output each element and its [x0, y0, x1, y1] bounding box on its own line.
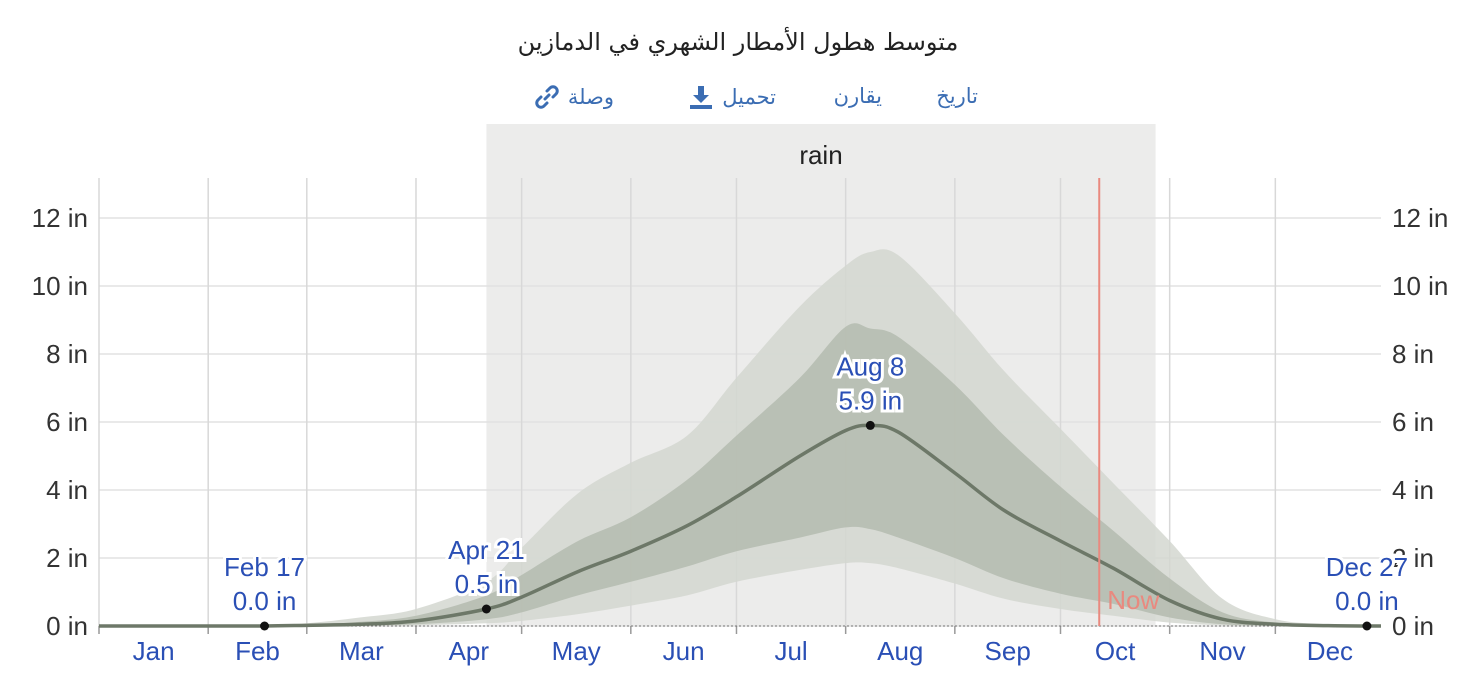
- history-link-label: تاريخ: [936, 84, 978, 108]
- compare-link[interactable]: يقارن: [834, 84, 882, 108]
- chart-title: متوسط هطول الأمطار الشهري في الدمازين: [517, 28, 959, 56]
- annotation-value: 5.9 in: [839, 385, 903, 415]
- annotations: Feb 17 0.0 in Apr 21 0.5 in Aug 8 5.9 in Dec 2…: [221, 348, 1411, 631]
- y-tick-label-right: 0 in: [1392, 611, 1434, 641]
- month-label: Apr: [449, 636, 490, 666]
- annotation-value: 0.0 in: [1335, 586, 1399, 616]
- y-tick-label-left: 6 in: [46, 407, 88, 437]
- y-tick-label-left: 4 in: [46, 475, 88, 505]
- annotation-date: Apr 21: [448, 535, 525, 565]
- annotation-point: [1362, 621, 1372, 631]
- band-25-75: [99, 323, 1381, 627]
- month-label: Sep: [985, 636, 1031, 666]
- share-link[interactable]: وصلة: [534, 84, 614, 110]
- month-label: Jan: [133, 636, 175, 666]
- compare-link-label: يقارن: [833, 84, 882, 108]
- y-tick-label-right: 8 in: [1392, 339, 1434, 369]
- toolbar: تاريخ يقارن تحميل وصلة: [0, 84, 1476, 114]
- month-label: May: [552, 636, 601, 666]
- series-line: [99, 423, 1382, 628]
- month-label: Dec: [1307, 636, 1353, 666]
- annotation-value: 0.5 in: [455, 569, 519, 599]
- link-icon: [534, 84, 560, 110]
- annotation-point: [481, 604, 491, 614]
- y-tick-label-left: 2 in: [46, 543, 88, 573]
- y-tick-label-right: 4 in: [1392, 475, 1434, 505]
- y-tick-label-left: 12 in: [32, 203, 88, 233]
- annotation-date: Aug 8: [836, 351, 904, 381]
- y-tick-label-left: 0 in: [46, 611, 88, 641]
- y-axis-right: 0 in 2 in 4 in 6 in 8 in 10 in 12 in: [1392, 203, 1448, 641]
- y-tick-label-right: 6 in: [1392, 407, 1434, 437]
- month-label: Jun: [663, 636, 705, 666]
- annotation-point: [260, 621, 270, 631]
- month-label: Feb: [235, 636, 280, 666]
- download-link-label: تحميل: [722, 85, 776, 109]
- download-icon: [688, 84, 714, 110]
- annotation-date: Feb 17: [224, 552, 305, 582]
- month-label: Oct: [1095, 636, 1136, 666]
- download-link[interactable]: تحميل: [688, 84, 776, 110]
- x-axis: Jan Feb Mar Apr May Jun Jul Aug Sep Oct Nov Dec: [133, 636, 1353, 666]
- month-label: Aug: [877, 636, 923, 666]
- share-link-label: وصلة: [567, 85, 614, 109]
- month-label: Mar: [339, 636, 384, 666]
- y-tick-label-right: 12 in: [1392, 203, 1448, 233]
- annotation-date: Dec 27: [1326, 552, 1408, 582]
- month-label: Nov: [1199, 636, 1245, 666]
- y-axis-left: 0 in 2 in 4 in 6 in 8 in 10 in 12 in: [32, 203, 88, 641]
- y-tick-label-left: 8 in: [46, 339, 88, 369]
- season-label: rain: [799, 140, 842, 170]
- annotation-value: 0.0 in: [233, 586, 297, 616]
- y-tick-label-right: 2 in: [1392, 543, 1434, 573]
- history-link[interactable]: تاريخ: [936, 84, 978, 108]
- y-tick-label-left: 10 in: [32, 271, 88, 301]
- month-label: Jul: [774, 636, 807, 666]
- now-label: Now: [1107, 585, 1159, 615]
- y-tick-label-right: 10 in: [1392, 271, 1448, 301]
- annotation-point: [865, 420, 875, 430]
